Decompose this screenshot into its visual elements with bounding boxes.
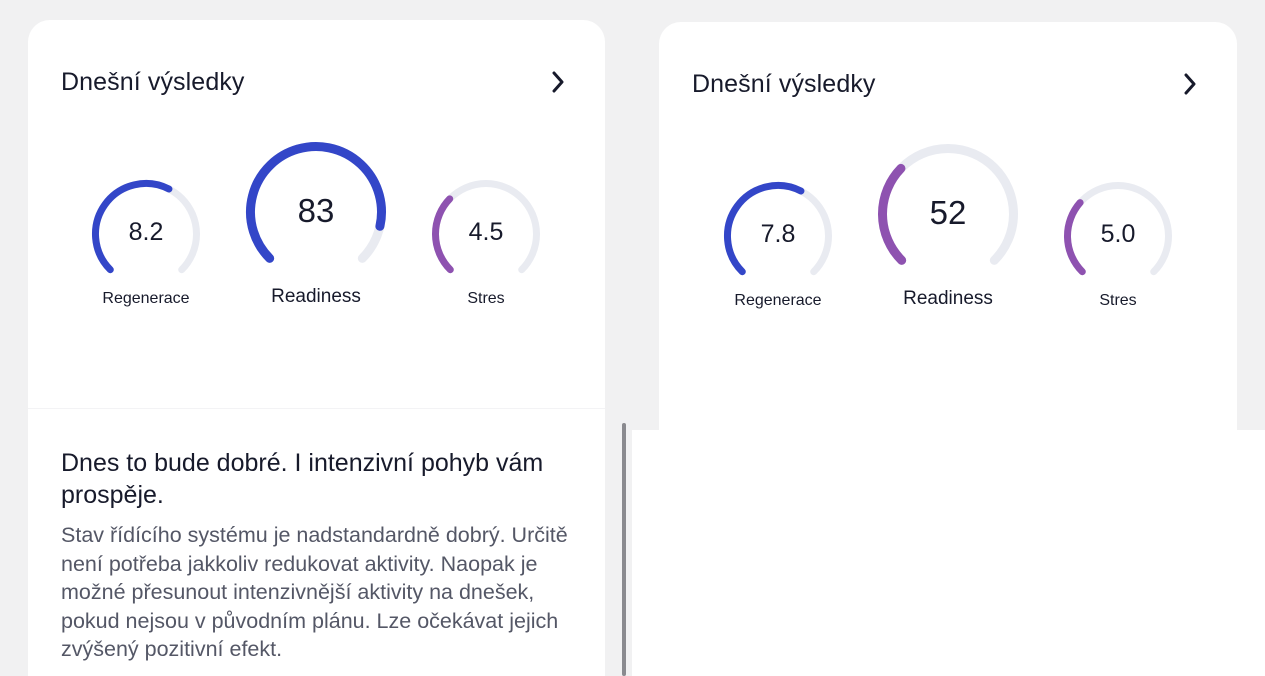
card-title: Dnešní výsledky: [61, 67, 245, 96]
card-header: Dnešní výsledky: [692, 66, 1204, 102]
gauge-value: 5.0: [1100, 220, 1136, 248]
gauge-stres[interactable]: 5.0 Stres: [1064, 182, 1172, 309]
gauge-label: Stres: [1099, 292, 1137, 309]
gauge-label: Regenerace: [734, 292, 822, 309]
gauge-label: Readiness: [271, 286, 361, 307]
gauge-value: 8.2: [128, 218, 164, 246]
gauge-arc: [878, 144, 1018, 265]
gauge-regenerace[interactable]: 8.2 Regenerace: [91, 179, 200, 307]
gauge-fill: [1064, 199, 1086, 276]
gauge-fill: [91, 179, 173, 274]
gauge-label: Readiness: [903, 288, 993, 309]
chevron-right-icon[interactable]: [544, 68, 572, 96]
blank-panel: [632, 430, 1265, 676]
chevron-right-icon[interactable]: [1176, 70, 1204, 98]
gauge-fill: [723, 181, 805, 276]
gauge-value: 7.8: [760, 220, 796, 248]
recommendation-headline: Dnes to bude dobré. I intenzivní pohyb v…: [61, 449, 544, 509]
results-card-left: Dnešní výsledky 8.2 Regenerace 83 Readin…: [28, 20, 605, 676]
card-title: Dnešní výsledky: [692, 69, 876, 98]
gauge-arc: [432, 180, 540, 274]
gauge-label: Stres: [467, 290, 505, 307]
card-header: Dnešní výsledky: [61, 64, 572, 100]
gauge-readiness[interactable]: 52 Readiness: [878, 144, 1018, 309]
gauge-label: Regenerace: [102, 290, 190, 307]
gauge-fill: [246, 142, 386, 263]
panel-divider: [622, 423, 626, 676]
results-card-right: Dnešní výsledky 7.8 Regenerace 52 Readin…: [659, 22, 1237, 432]
gauge-readiness[interactable]: 83 Readiness: [246, 142, 386, 307]
gauge-arc: [1064, 182, 1172, 276]
gauge-arc: [723, 181, 832, 276]
recommendation-section: Dnes to bude dobré. I intenzivní pohyb v…: [28, 408, 605, 676]
gauge-fill: [432, 195, 454, 274]
gauge-regenerace[interactable]: 7.8 Regenerace: [723, 181, 832, 309]
gauges-row: 7.8 Regenerace 52 Readiness 5.0 Stres: [659, 22, 1237, 322]
gauge-value: 83: [297, 192, 335, 229]
gauge-arc: [246, 142, 386, 263]
gauge-value: 52: [929, 194, 967, 231]
gauges-row: 8.2 Regenerace 83 Readiness 4.5 Stres: [28, 20, 605, 320]
gauge-stres[interactable]: 4.5 Stres: [432, 180, 540, 307]
recommendation-body: Stav řídícího systému je nadstandardně d…: [61, 523, 568, 661]
gauge-value: 4.5: [468, 218, 504, 246]
gauge-arc: [91, 179, 200, 274]
gauge-fill: [878, 163, 907, 265]
